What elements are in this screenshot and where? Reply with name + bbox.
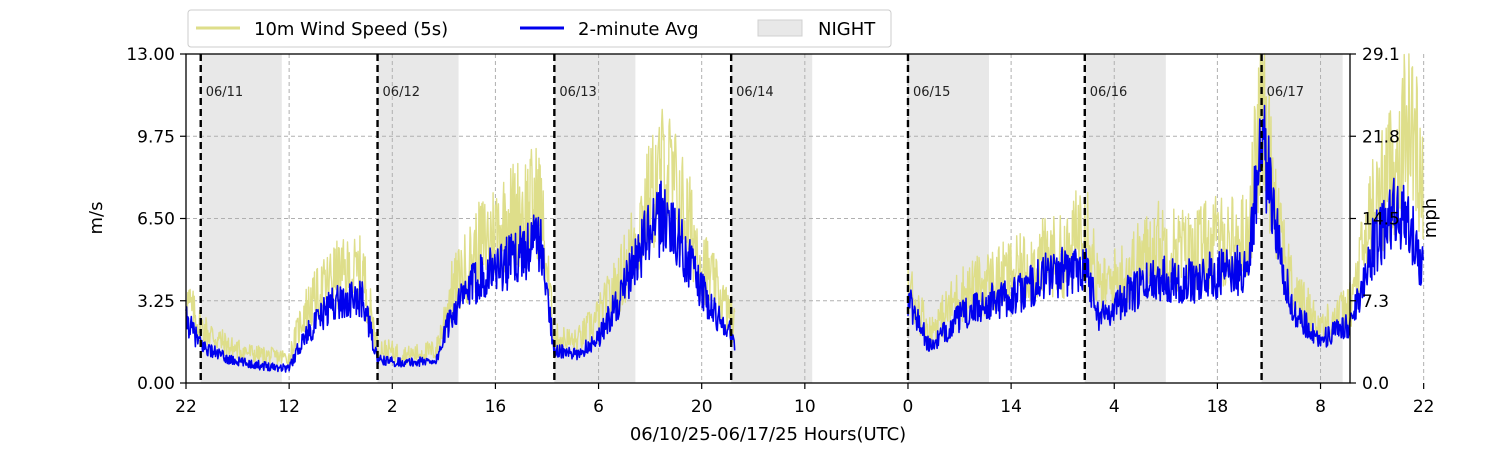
y-tick-label-right: 14.5 — [1362, 210, 1400, 230]
legend: 10m Wind Speed (5s) 2-minute Avg NIGHT — [187, 9, 892, 48]
avg-series-group — [185, 104, 1424, 373]
y-tick-label-left: 0.00 — [137, 374, 175, 394]
x-tick-label: 14 — [1000, 397, 1022, 417]
night-band — [731, 54, 813, 383]
x-tick-label: 22 — [175, 397, 197, 417]
date-label: 06/12 — [383, 85, 420, 100]
x-tick-label: 8 — [1315, 397, 1326, 417]
legend-raw-label: 10m Wind Speed (5s) — [254, 19, 448, 40]
x-tick-label: 6 — [593, 397, 604, 417]
date-labels-group: 06/11 06/12 06/13 06/14 06/15 06/16 06/17 — [206, 85, 1304, 100]
x-tick-label: 2 — [387, 397, 398, 417]
legend-avg-label: 2-minute Avg — [578, 19, 699, 40]
y-tick-label-left: 3.25 — [137, 292, 175, 312]
y-tick-label-right: 29.1 — [1362, 45, 1400, 65]
date-label: 06/11 — [206, 85, 243, 100]
x-tick-label: 22 — [1413, 397, 1435, 417]
x-axis-label: 06/10/25-06/17/25 Hours(UTC) — [630, 424, 906, 445]
x-tick-label: 0 — [903, 397, 914, 417]
date-label: 06/13 — [559, 85, 596, 100]
legend-night-swatch — [757, 19, 803, 37]
x-tick-label: 12 — [278, 397, 300, 417]
x-tick-label: 4 — [1109, 397, 1120, 417]
y-axis-label-right: mph — [1420, 198, 1441, 238]
y-tick-label-left: 13.00 — [126, 45, 175, 65]
y-tick-label-left: 9.75 — [137, 127, 175, 147]
x-tick-label: 20 — [691, 397, 713, 417]
y-tick-label-right: 21.8 — [1362, 127, 1400, 147]
date-label: 06/16 — [1090, 85, 1127, 100]
grid-group — [186, 54, 1425, 383]
date-label: 06/17 — [1267, 85, 1304, 100]
y-axis-label-left: m/s — [86, 202, 107, 235]
y-tick-label-right: 0.0 — [1362, 374, 1389, 394]
legend-night-label: NIGHT — [818, 19, 876, 40]
x-tick-label: 16 — [485, 397, 507, 417]
series-line-2min-avg — [185, 104, 1424, 373]
x-tick-label: 10 — [794, 397, 816, 417]
axes-group: 221221662010014418822120.000.03.257.36.5… — [126, 45, 1435, 417]
y-tick-label-right: 7.3 — [1362, 292, 1389, 312]
date-label: 06/15 — [913, 85, 950, 100]
y-tick-label-left: 6.50 — [137, 210, 175, 230]
date-label: 06/14 — [736, 85, 773, 100]
x-tick-label: 18 — [1207, 397, 1229, 417]
